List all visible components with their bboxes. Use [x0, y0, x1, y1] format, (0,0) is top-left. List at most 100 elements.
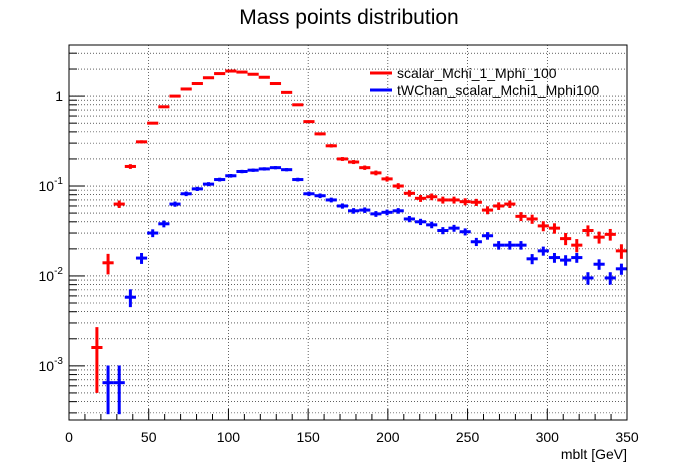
- data-point: [414, 218, 427, 226]
- data-point: [593, 259, 605, 270]
- data-point: [526, 254, 538, 265]
- data-point: [113, 365, 125, 415]
- data-point: [102, 253, 114, 275]
- data-point: [225, 69, 237, 73]
- data-point: [236, 70, 248, 74]
- data-point: [202, 76, 215, 80]
- data-point: [336, 203, 348, 209]
- data-point: [214, 72, 226, 76]
- data-point: [147, 121, 159, 125]
- data-point: [113, 200, 125, 208]
- data-point: [437, 227, 449, 235]
- data-point: [515, 212, 527, 222]
- y-tick-label: 1: [55, 88, 63, 104]
- data-point: [258, 75, 270, 79]
- x-tick-label: 50: [141, 429, 157, 445]
- data-point: [459, 228, 471, 236]
- data-point: [493, 202, 505, 210]
- data-point: [548, 252, 561, 263]
- data-point: [504, 200, 516, 208]
- data-point: [403, 216, 415, 223]
- data-point: [359, 165, 371, 170]
- data-point: [414, 195, 427, 202]
- legend-label-twchan: tWChan_scalar_Mchi1_Mphi100: [397, 82, 600, 98]
- data-points: [91, 69, 627, 415]
- data-point: [403, 190, 415, 197]
- data-point: [135, 140, 148, 144]
- data-point: [191, 186, 203, 192]
- data-point: [381, 209, 393, 216]
- data-point: [481, 232, 494, 240]
- data-point: [504, 241, 516, 250]
- x-axis-label: mblt [GeV]: [561, 446, 627, 462]
- data-point: [448, 196, 460, 204]
- data-point: [593, 231, 605, 244]
- data-point: [314, 193, 326, 199]
- series-0: [91, 69, 627, 393]
- x-tick-label: 200: [376, 429, 400, 445]
- x-axis-ticks: 0 50 100 150 200 250 300 350: [65, 409, 639, 445]
- legend-label-scalar: scalar_Mchi_1_Mphi_100: [397, 65, 557, 81]
- data-point: [258, 167, 270, 171]
- data-point: [481, 206, 494, 215]
- data-point: [269, 166, 282, 170]
- y-axis-ticks: 10-3 10-2 10-1 1: [39, 88, 64, 374]
- data-point: [158, 220, 170, 228]
- data-point: [548, 223, 561, 234]
- data-point: [459, 198, 471, 206]
- data-point: [526, 214, 538, 224]
- data-point: [191, 82, 203, 86]
- data-point: [582, 272, 594, 285]
- data-point: [359, 207, 371, 213]
- data-point: [470, 237, 482, 247]
- data-point: [537, 246, 549, 256]
- data-point: [604, 228, 616, 241]
- data-point: [303, 120, 315, 124]
- data-point: [493, 241, 505, 250]
- data-point: [292, 103, 304, 107]
- plot-frame: [68, 44, 628, 421]
- data-point: [604, 272, 616, 285]
- data-point: [135, 252, 148, 264]
- x-tick-label: 300: [536, 429, 560, 445]
- data-point: [124, 289, 136, 308]
- x-tick-label: 250: [456, 429, 480, 445]
- data-point: [537, 221, 549, 232]
- data-point: [571, 252, 583, 263]
- data-point: [91, 327, 103, 393]
- data-point: [247, 168, 259, 172]
- minor-ticks: [69, 52, 612, 420]
- data-point: [437, 196, 449, 204]
- data-point: [180, 191, 192, 197]
- data-point: [269, 82, 282, 86]
- data-point: [515, 241, 527, 250]
- data-point: [615, 263, 627, 275]
- legend: scalar_Mchi_1_Mphi_100 tWChan_scalar_Mch…: [370, 65, 600, 98]
- x-tick-label: 100: [217, 429, 241, 445]
- data-point: [303, 191, 315, 197]
- data-point: [392, 208, 404, 214]
- data-point: [448, 224, 460, 232]
- data-point: [381, 176, 393, 182]
- data-point: [348, 160, 360, 165]
- y-tick-label: 10-1: [39, 176, 64, 194]
- data-point: [560, 233, 572, 246]
- data-point: [314, 132, 326, 136]
- data-point: [169, 94, 181, 98]
- data-point: [325, 197, 337, 203]
- data-point: [370, 211, 382, 217]
- grid: [69, 45, 627, 420]
- data-point: [582, 225, 594, 237]
- data-point: [169, 201, 181, 207]
- data-point: [370, 170, 382, 176]
- data-point: [281, 90, 293, 94]
- data-point: [147, 229, 159, 238]
- data-point: [560, 255, 572, 266]
- data-point: [214, 177, 226, 182]
- data-point: [202, 182, 215, 187]
- data-point: [392, 183, 404, 190]
- data-point: [124, 164, 136, 169]
- x-tick-label: 150: [296, 429, 320, 445]
- data-point: [615, 244, 627, 259]
